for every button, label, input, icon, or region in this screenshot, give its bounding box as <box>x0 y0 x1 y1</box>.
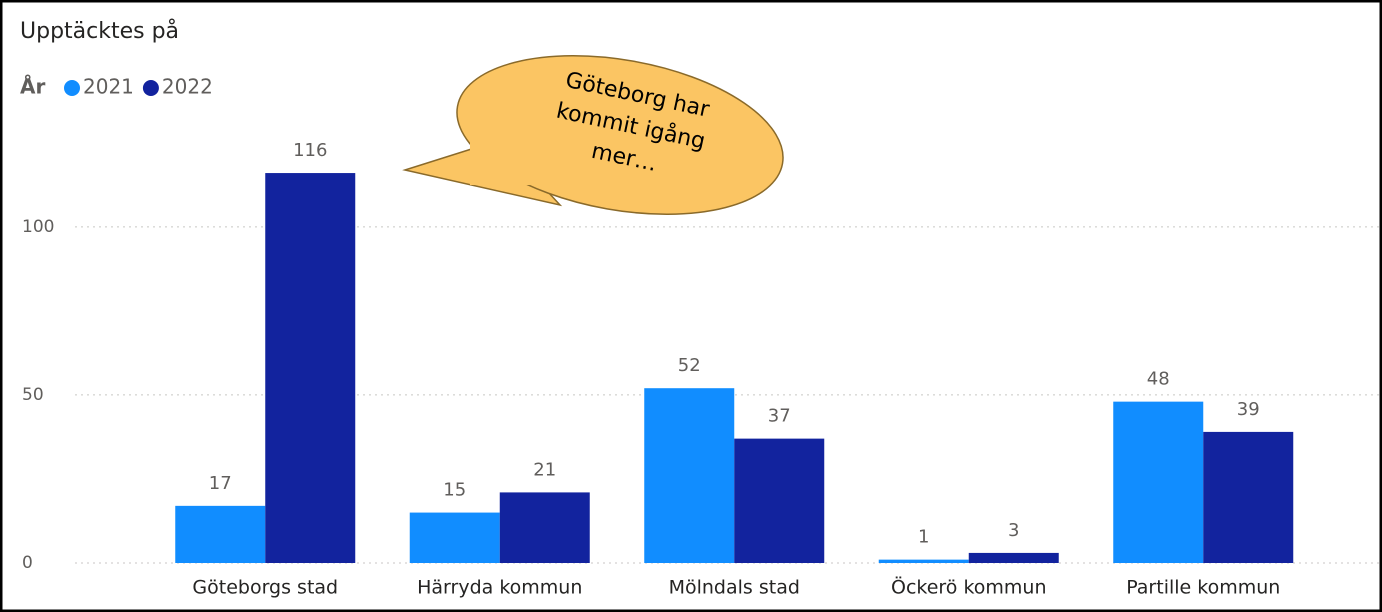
legend-title: År <box>20 75 45 99</box>
x-tick-label: Öckerö kommun <box>891 576 1047 599</box>
value-label: 52 <box>678 355 701 376</box>
bar <box>265 173 356 564</box>
y-tick-label: 0 <box>22 553 33 573</box>
value-label: 3 <box>1008 520 1019 541</box>
value-label: 17 <box>209 473 232 494</box>
value-label: 1 <box>918 527 929 548</box>
x-tick-label: Mölndals stad <box>669 577 800 599</box>
x-tick-label: Partille kommun <box>1126 577 1280 599</box>
bar <box>1203 431 1294 563</box>
bar <box>734 438 825 563</box>
legend-label: 2021 <box>83 75 134 99</box>
bar <box>175 505 266 563</box>
value-label: 21 <box>533 459 556 480</box>
y-tick-label: 50 <box>22 385 44 405</box>
value-label: 37 <box>768 406 791 427</box>
bar <box>499 492 590 563</box>
x-tick-label: Göteborgs stad <box>192 577 338 599</box>
bubble-join <box>470 130 550 185</box>
value-label: 48 <box>1147 369 1170 390</box>
legend-label: 2022 <box>162 75 213 99</box>
value-label: 116 <box>293 140 327 161</box>
value-label: 15 <box>443 480 466 501</box>
legend-swatch <box>64 80 80 96</box>
x-tick-label: Härryda kommun <box>417 577 582 599</box>
bar <box>878 559 969 563</box>
legend-swatch <box>142 80 159 96</box>
bar <box>409 512 500 563</box>
chart-title: Upptäcktes på <box>20 18 179 44</box>
bar <box>1113 401 1204 563</box>
value-label: 39 <box>1237 399 1260 420</box>
annotation-bubble <box>402 55 784 215</box>
bar <box>644 388 735 563</box>
bar <box>968 552 1059 563</box>
y-tick-label: 100 <box>22 217 54 237</box>
